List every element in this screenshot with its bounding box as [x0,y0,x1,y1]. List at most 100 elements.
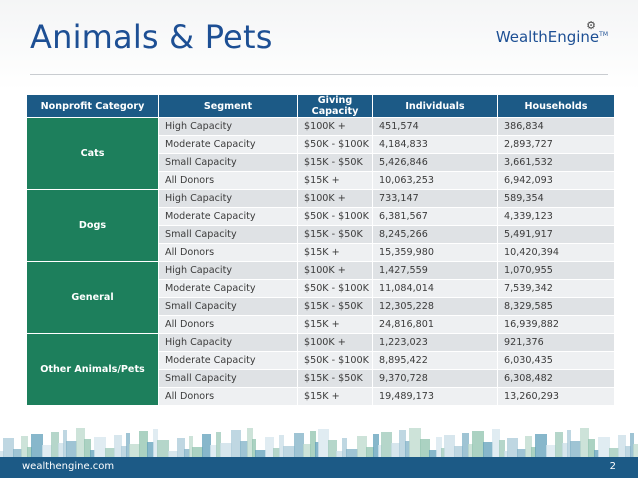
segment-cell: High Capacity [158,261,298,280]
capacity-cell: $15K - $50K [297,225,373,244]
skyline-bar [399,430,406,459]
individuals-cell: 24,816,801 [372,315,498,334]
skyline-bar [618,435,626,459]
skyline-bar [303,444,311,459]
skyline-bar [121,446,127,459]
table-row: Moderate Capacity $50K - $100K 8,895,422 6,… [27,351,615,370]
skyline-bar [90,450,95,459]
skyline-bar [189,436,193,459]
table-row: Cats High Capacity $100K +451,574 386,834 [26,117,615,190]
title-divider [30,74,608,75]
column-header: Giving Capacity [297,94,373,118]
skyline-bar [454,446,463,459]
capacity-cell: $100K + [297,261,373,280]
capacity-cell: $15K - $50K [297,153,373,172]
table-row: General High Capacity $100K +1,427,559 1,07… [26,261,615,334]
skyline-bar [391,443,400,459]
individuals-cell: 9,370,728 [372,369,498,388]
skyline-bar [63,430,67,459]
category-cell: Cats [26,117,159,190]
gear-icon: ⚙ [586,19,596,32]
skyline-bar [105,448,115,459]
column-header: Nonprofit Category [26,94,159,118]
skyline-bar [472,431,484,459]
table-row: Small Capacity $15K - $50K 5,426,846 3,661,… [27,153,615,172]
skyline-bar [567,430,571,459]
table-row: Moderate Capacity $50K - $100K 11,084,014 7… [27,279,615,298]
individuals-cell: 1,223,023 [372,333,498,352]
skyline-bar [625,446,631,459]
individuals-cell: 6,381,567 [372,207,498,226]
individuals-cell: 4,184,833 [372,135,498,154]
category-cell: Other Animals/Pets [26,333,159,406]
segment-cell: Moderate Capacity [158,351,298,370]
capacity-cell: $15K + [297,387,373,406]
individuals-cell: 15,359,980 [372,243,498,262]
capacity-cell: $15K - $50K [297,297,373,316]
column-header: Segment [158,94,298,118]
skyline-bar [168,451,178,459]
skyline-bar [126,433,130,459]
households-cell: 6,942,093 [497,171,615,190]
table-row: All Donors $15K +24,816,801 16,939,882 [27,315,615,334]
skyline-bar [255,450,266,459]
logo-text: WealthEngine [495,28,600,46]
segment-cell: All Donors [158,171,298,190]
skyline-bar [265,437,274,459]
individuals-cell: 451,574 [372,117,498,136]
households-cell: 1,070,955 [497,261,615,280]
households-cell: 10,420,394 [497,243,615,262]
segment-cell: High Capacity [158,117,298,136]
households-cell: 16,939,882 [497,315,615,334]
individuals-cell: 8,245,266 [372,225,498,244]
skyline-bar [114,435,122,459]
wealthengine-logo: ⚙ WealthEngineTM [495,19,608,46]
capacity-cell: $50K - $100K [297,279,373,298]
individuals-cell: 733,147 [372,189,498,208]
skyline-bar [315,442,319,459]
skyline-bar [507,438,518,459]
skyline-bar [210,445,217,459]
capacity-cell: $100K + [297,117,373,136]
table-row: All Donors $15K +15,359,980 10,420,394 [27,243,615,262]
skyline-bar [0,451,4,459]
table-row: Small Capacity $15K - $50K 8,245,266 5,491,… [27,225,615,244]
skyline-bar [21,436,28,459]
skyline-bar [594,450,599,459]
skyline-bar [42,445,52,459]
skyline-bar [31,434,43,459]
skyline-bar [252,439,256,459]
skyline-bar [531,447,536,459]
skyline-bar [366,447,374,459]
households-cell: 386,834 [497,117,615,136]
capacity-cell: $15K + [297,171,373,190]
skyline-bar [517,449,526,459]
skyline-bar [3,438,14,459]
skyline-bar [153,429,158,459]
skyline-bar [525,436,532,459]
capacity-cell: $15K + [297,243,373,262]
households-cell: 6,308,482 [497,369,615,388]
capacity-cell: $100K + [297,189,373,208]
skyline-bar [630,433,634,459]
skyline-bar [373,434,379,459]
skyline-bar [129,444,140,459]
skyline-bar [240,441,248,459]
skyline-bar [328,440,337,459]
segment-cell: All Donors [158,387,298,406]
skyline-bar [139,431,148,459]
skyline-bar [279,435,284,459]
skyline-bar [51,432,59,459]
skyline-bar [436,437,442,459]
skyline-bar [555,432,563,459]
skyline-bar [273,448,280,459]
table-row: Other Animals/Pets High Capacity $100K +1,… [26,333,615,406]
page-number: 2 [609,461,616,472]
table-row: All Donors $15K +19,489,173 13,260,293 [27,387,615,406]
skyline-bar [84,439,91,459]
skyline-bar [147,442,154,459]
individuals-cell: 8,895,422 [372,351,498,370]
skyline-bar [468,444,473,459]
skyline-bar [409,428,421,459]
capacity-cell: $15K - $50K [297,369,373,388]
